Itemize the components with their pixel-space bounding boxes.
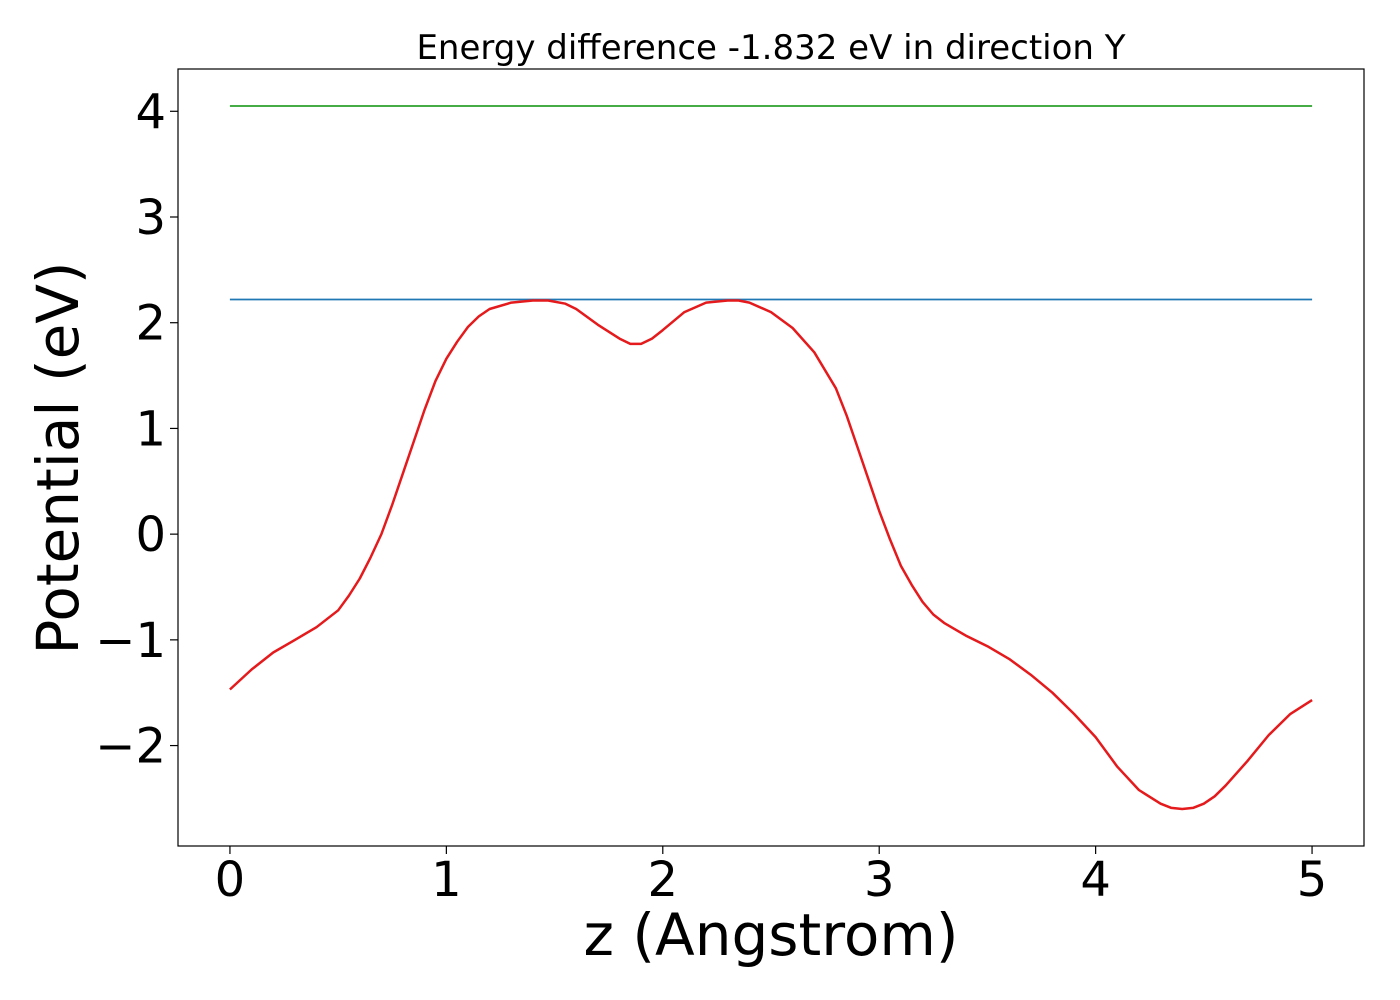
x-tick-label: 3 (864, 852, 895, 908)
y-axis-label: Potential (eV) (24, 261, 92, 654)
x-tick-label: 2 (648, 852, 679, 908)
x-tick-label: 4 (1080, 852, 1111, 908)
plot-frame (177, 68, 1365, 847)
y-tick-label: 2 (135, 296, 166, 352)
y-tick-label: 1 (135, 401, 166, 457)
y-tick-label: 4 (135, 84, 166, 140)
x-tick-label: 5 (1297, 852, 1328, 908)
y-tick-label: −1 (95, 613, 166, 669)
potential-curve (229, 299, 1313, 811)
y-tick-label: 0 (135, 507, 166, 563)
y-tick-label: 3 (135, 190, 166, 246)
series-layer (229, 105, 1313, 811)
y-tick-label: −2 (95, 719, 166, 775)
x-axis-label: z (Angstrom) (584, 901, 959, 969)
ticks-layer: 0 1 2 3 4 5 −2 −1 0 1 2 3 4 (95, 84, 1327, 908)
chart-title: Energy difference -1.832 eV in direction… (416, 28, 1125, 68)
x-tick-label: 0 (215, 852, 246, 908)
x-tick-label: 1 (431, 852, 462, 908)
